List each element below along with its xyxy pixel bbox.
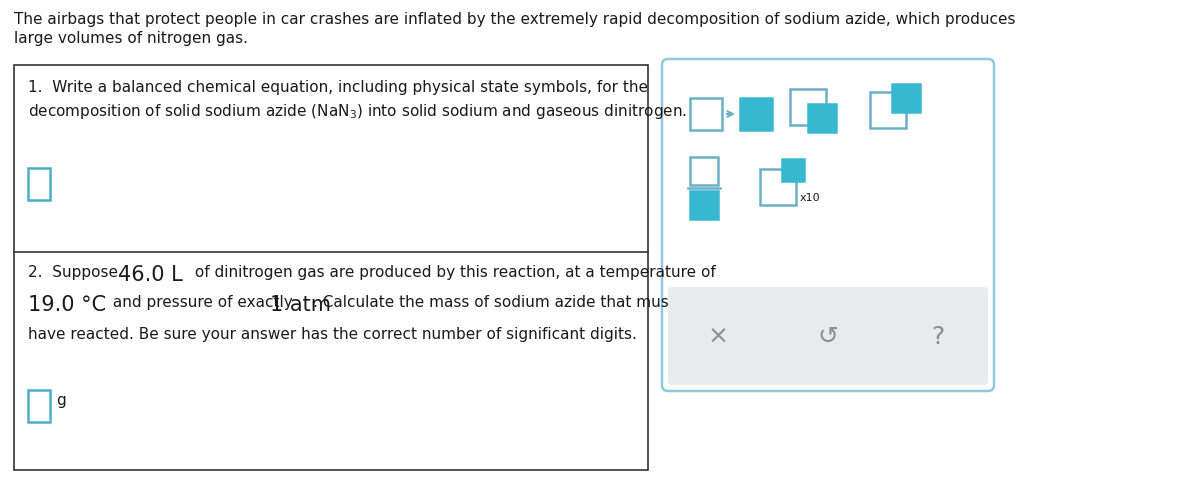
Text: ?: ? — [931, 325, 944, 349]
Bar — [870, 92, 906, 128]
Bar — [892, 84, 920, 112]
FancyBboxPatch shape — [668, 287, 988, 385]
Text: large volumes of nitrogen gas.: large volumes of nitrogen gas. — [14, 31, 248, 46]
Text: g: g — [56, 393, 66, 408]
Bar — [690, 191, 718, 219]
Text: ×: × — [708, 325, 728, 349]
Text: The airbags that protect people in car crashes are inflated by the extremely rap: The airbags that protect people in car c… — [14, 12, 1015, 27]
Bar — [740, 98, 772, 130]
Text: x10: x10 — [800, 193, 821, 203]
Bar — [28, 390, 50, 422]
Bar — [808, 104, 836, 132]
Text: decomposition of solid sodium azide ($\mathregular{NaN_3}$) into solid sodium an: decomposition of solid sodium azide ($\m… — [28, 102, 688, 121]
Text: 19.0 °C: 19.0 °C — [28, 295, 106, 315]
Text: 2.  Suppose: 2. Suppose — [28, 265, 122, 280]
Text: of dinitrogen gas are produced by this reaction, at a temperature of: of dinitrogen gas are produced by this r… — [190, 265, 715, 280]
FancyBboxPatch shape — [662, 59, 994, 391]
Bar — [28, 168, 50, 200]
Bar — [14, 65, 648, 470]
Bar — [690, 98, 722, 130]
Text: and pressure of exactly: and pressure of exactly — [108, 295, 298, 310]
Bar — [782, 159, 804, 181]
Text: have reacted. Be sure your answer has the correct number of significant digits.: have reacted. Be sure your answer has th… — [28, 327, 637, 342]
Bar — [690, 157, 718, 185]
Text: 1.  Write a balanced chemical equation, including physical state symbols, for th: 1. Write a balanced chemical equation, i… — [28, 80, 648, 95]
Text: 1 atm: 1 atm — [270, 295, 331, 315]
Bar — [760, 169, 796, 205]
Bar — [790, 89, 826, 125]
Text: ↺: ↺ — [817, 325, 839, 349]
Text: . Calculate the mass of sodium azide that must: . Calculate the mass of sodium azide tha… — [313, 295, 674, 310]
Text: 46.0 L: 46.0 L — [118, 265, 182, 285]
